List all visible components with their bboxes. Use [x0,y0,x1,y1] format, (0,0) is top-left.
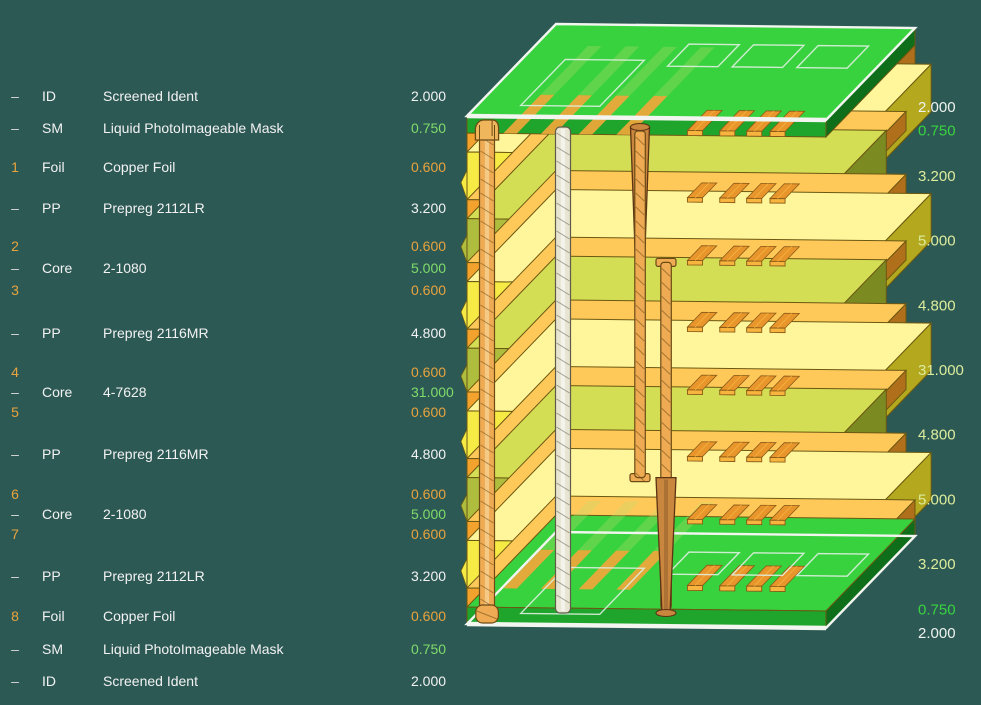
svg-text:4.800: 4.800 [918,297,956,314]
svg-text:31.000: 31.000 [918,362,964,379]
svg-text:0.750: 0.750 [918,123,956,140]
svg-text:5.000: 5.000 [918,233,956,250]
svg-text:2.000: 2.000 [918,99,956,116]
svg-text:3.200: 3.200 [918,168,956,185]
svg-text:3.200: 3.200 [918,556,956,573]
svg-text:5.000: 5.000 [918,491,956,508]
svg-text:0.750: 0.750 [918,602,956,619]
svg-text:2.000: 2.000 [918,625,956,642]
svg-text:4.800: 4.800 [918,427,956,444]
